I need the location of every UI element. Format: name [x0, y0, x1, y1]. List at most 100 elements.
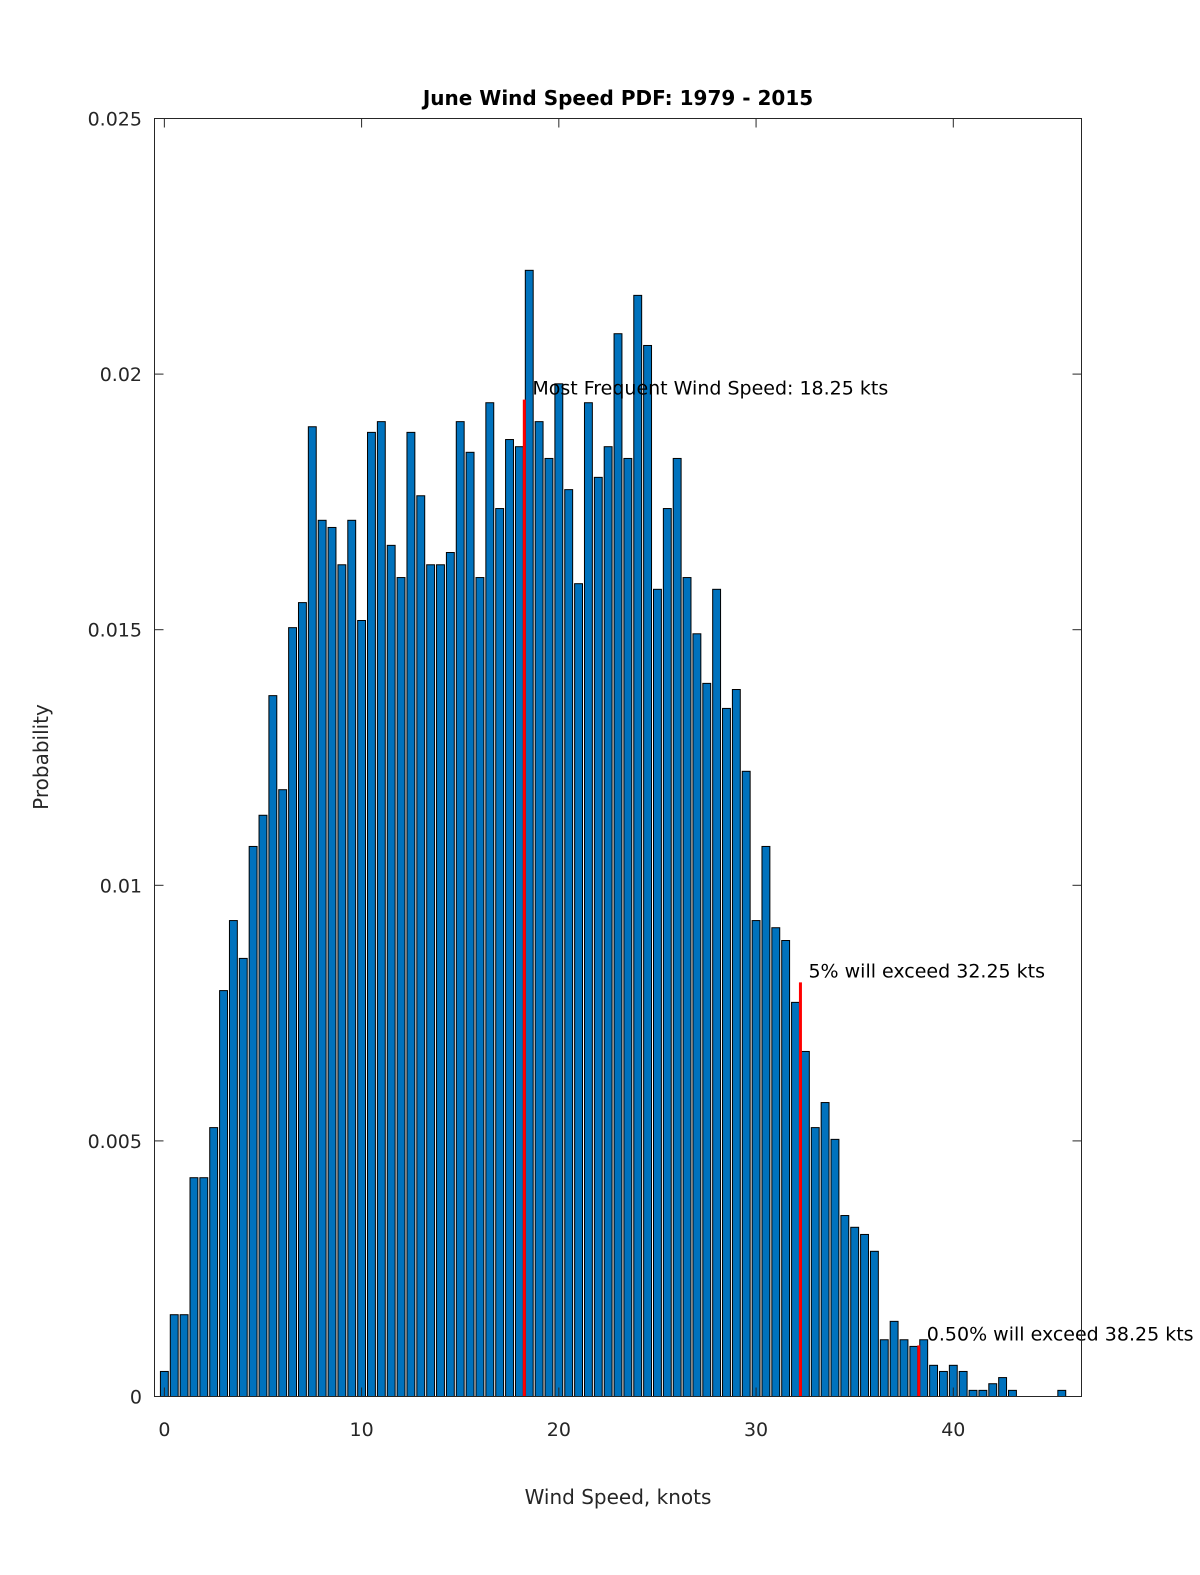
bar: [692, 633, 702, 1397]
x-tick-label: 10: [350, 1419, 374, 1441]
y-tick-label: 0.025: [88, 109, 142, 131]
bar: [702, 682, 712, 1397]
bar: [909, 1345, 919, 1397]
bar: [741, 770, 751, 1397]
x-tick-label: 0: [158, 1419, 170, 1441]
bar: [820, 1102, 830, 1398]
bar: [475, 577, 485, 1397]
bar: [712, 588, 722, 1397]
y-tick-label: 0.015: [88, 620, 142, 642]
bar: [327, 526, 337, 1397]
bar: [357, 619, 367, 1397]
bar: [938, 1370, 948, 1397]
bar: [850, 1226, 860, 1398]
bar: [929, 1364, 939, 1397]
bar: [248, 845, 258, 1397]
bar: [367, 431, 376, 1398]
bar: [830, 1138, 840, 1398]
x-tick-label: 20: [547, 1419, 571, 1441]
bar: [544, 457, 554, 1397]
bar: [810, 1127, 820, 1397]
bar: [1057, 1389, 1067, 1398]
bar: [751, 920, 761, 1397]
bar: [258, 814, 268, 1397]
bar: [238, 957, 248, 1397]
x-tick-label: 40: [941, 1419, 965, 1441]
bar: [771, 927, 781, 1397]
bar: [278, 789, 288, 1397]
bar: [209, 1127, 219, 1397]
bar: [722, 707, 731, 1397]
bar: [534, 421, 544, 1397]
bar: [978, 1389, 988, 1398]
bar: [406, 431, 416, 1398]
bar: [968, 1389, 978, 1398]
bar: [495, 508, 505, 1397]
plot-box: [154, 118, 1082, 1397]
bar: [465, 451, 475, 1397]
x-tick-label: 30: [744, 1419, 768, 1441]
bar: [347, 519, 357, 1397]
bar: [860, 1233, 869, 1397]
bar: [672, 457, 682, 1397]
bar: [219, 990, 228, 1397]
bar: [228, 920, 238, 1397]
bar: [988, 1383, 998, 1397]
bar: [317, 519, 327, 1397]
bar: [653, 588, 662, 1397]
bar: [731, 689, 741, 1397]
bar: [643, 344, 653, 1398]
annotation-label: Most Frequent Wind Speed: 18.25 kts: [532, 378, 888, 400]
y-tick-label: 0: [130, 1387, 142, 1409]
y-axis-label: Probability: [29, 704, 53, 810]
bar: [386, 544, 396, 1397]
bar: [268, 695, 278, 1397]
y-axis: 0 0.005 0.01 0.015 0.02 0.025: [88, 109, 1082, 1409]
bar: [445, 552, 455, 1397]
bar: [1008, 1389, 1017, 1398]
bar: [662, 508, 672, 1397]
bar: [613, 333, 623, 1397]
y-tick-label: 0.02: [100, 364, 142, 386]
annotations: Most Frequent Wind Speed: 18.25 kts 5% wi…: [522, 378, 1194, 1397]
bar: [514, 446, 524, 1397]
bar: [899, 1339, 909, 1398]
bar: [593, 476, 603, 1397]
bar: [288, 627, 298, 1397]
annotation-label: 0.50% will exceed 38.25 kts: [927, 1323, 1194, 1345]
bar: [337, 564, 347, 1397]
bar: [524, 269, 534, 1397]
bar: [169, 1314, 179, 1398]
bar: [919, 1339, 929, 1398]
bar: [564, 489, 574, 1397]
bar: [485, 402, 495, 1398]
bar: [791, 1001, 800, 1397]
bars: [159, 269, 1067, 1398]
bar: [682, 577, 692, 1397]
bar: [840, 1215, 850, 1397]
bar: [455, 421, 465, 1397]
bar: [436, 564, 445, 1397]
bar: [879, 1339, 889, 1398]
bar: [781, 940, 791, 1397]
annotation-label: 5% will exceed 32.25 kts: [808, 960, 1045, 982]
bar: [583, 402, 593, 1398]
bar: [416, 495, 426, 1397]
bar: [396, 577, 406, 1397]
bar: [633, 294, 643, 1397]
bar: [554, 383, 564, 1397]
bar: [505, 439, 514, 1397]
bar: [307, 426, 317, 1397]
y-tick-label: 0.01: [100, 875, 142, 897]
bar: [179, 1314, 189, 1398]
bar: [376, 421, 386, 1397]
bar: [574, 583, 583, 1397]
bar: [958, 1370, 968, 1397]
y-tick-label: 0.005: [88, 1131, 142, 1153]
bar: [623, 457, 633, 1397]
bar: [199, 1177, 209, 1398]
bar: [998, 1377, 1008, 1397]
bar: [889, 1320, 899, 1398]
bar: [761, 845, 771, 1397]
